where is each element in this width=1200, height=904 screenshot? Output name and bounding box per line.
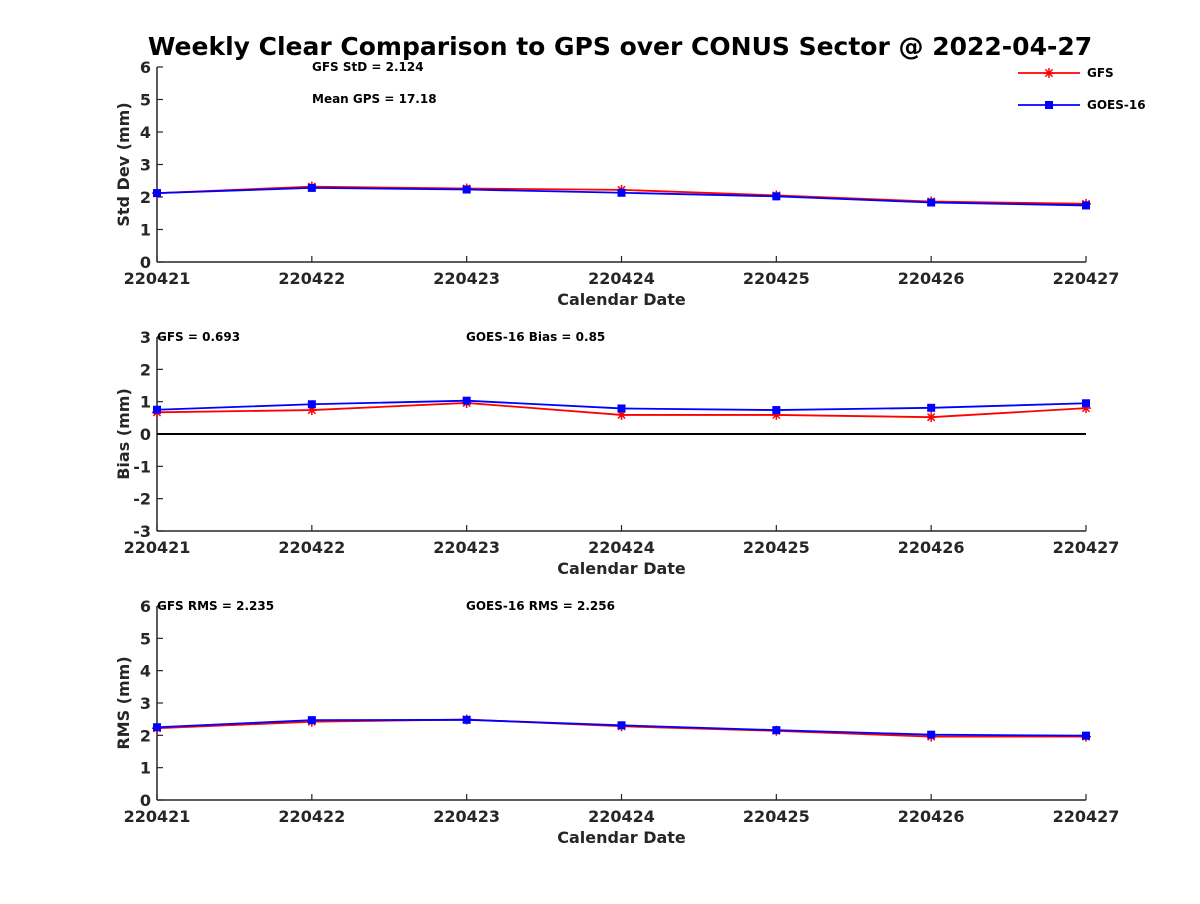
data-point-goes-16 [153,723,161,732]
x-tick-label: 220423 [433,807,500,826]
y-tick-label: 5 [140,91,151,110]
data-point-goes-16 [927,403,936,412]
data-point-goes-16 [772,406,781,415]
data-point-goes-16 [617,404,626,413]
data-point-goes-16 [617,721,626,730]
x-axis-label: Calendar Date [557,559,686,578]
x-tick-label: 220424 [588,269,655,288]
panel-bias: -3 -2 -1 0 1 2 3 220421 220422 220423 220424 220425… [114,328,1119,578]
data-point-goes-16 [307,183,316,192]
x-tick-label: 220426 [898,269,965,288]
y-tick-label: 4 [140,662,151,681]
y-tick-label: 0 [140,425,151,444]
y-axis-label: RMS (mm) [114,656,133,749]
data-point-goes-16 [462,396,471,405]
x-tick-label: 220422 [278,538,345,557]
y-tick-label: 2 [140,188,151,207]
data-point-goes-16 [462,715,471,724]
data-point-gfs [926,412,937,423]
data-point-goes-16 [1082,731,1090,740]
y-tick-label: 2 [140,726,151,745]
y-tick-label: 3 [140,156,151,175]
x-tick-label: 220427 [1053,807,1120,826]
x-tick-label: 220424 [588,807,655,826]
y-tick-label: 3 [140,694,151,713]
x-tick-label: 220421 [124,269,191,288]
y-tick-label: 1 [140,393,151,412]
y-axis-label: Bias (mm) [114,388,133,480]
x-tick-label: 220426 [898,807,965,826]
y-tick-label: 1 [140,759,151,778]
x-tick-label: 220427 [1053,269,1120,288]
x-tick-label: 220425 [743,269,810,288]
x-tick-label: 220422 [278,269,345,288]
stat-annotation: GOES-16 RMS = 2.256 [466,599,615,613]
stat-annotation: GFS = 0.693 [157,330,240,344]
x-tick-label: 220423 [433,538,500,557]
data-point-goes-16 [617,188,626,197]
data-point-goes-16 [153,405,161,414]
x-axis-label: Calendar Date [557,290,686,309]
legend-marker [1045,101,1053,109]
panel-rms: 0 1 2 3 4 5 6 220421 220422 220423 220424 220425 220… [114,597,1119,847]
data-point-gfs [616,409,627,420]
x-tick-label: 220423 [433,269,500,288]
panel-std: 0 1 2 3 4 5 6 220421 220422 220423 220424 220425 220… [114,58,1119,309]
y-tick-label: 6 [140,58,151,77]
stat-annotation: Mean GPS = 17.18 [312,92,437,106]
data-point-goes-16 [307,400,316,409]
x-tick-label: 220421 [124,538,191,557]
y-tick-label: 1 [140,221,151,240]
y-tick-label: 2 [140,360,151,379]
x-tick-label: 220425 [743,538,810,557]
legend: GFS GOES-16 [1018,66,1146,112]
x-tick-label: 220424 [588,538,655,557]
y-tick-label: 0 [140,791,151,810]
data-point-goes-16 [153,189,161,198]
data-point-gfs [1081,403,1091,414]
x-tick-label: 220426 [898,538,965,557]
data-point-gfs [306,405,317,416]
x-tick-label: 220427 [1053,538,1120,557]
y-tick-label: -1 [133,457,151,476]
y-tick-label: 3 [140,328,151,347]
data-point-gfs [771,409,782,420]
legend-marker [1044,68,1054,78]
y-axis-label: Std Dev (mm) [114,102,133,226]
data-point-goes-16 [1082,201,1090,210]
stat-annotation: GOES-16 Bias = 0.85 [466,330,605,344]
x-tick-label: 220425 [743,807,810,826]
x-axis-label: Calendar Date [557,828,686,847]
y-tick-label: 0 [140,253,151,272]
data-point-goes-16 [462,185,471,194]
data-point-goes-16 [927,730,936,739]
data-point-goes-16 [772,192,781,201]
data-point-goes-16 [927,198,936,207]
y-tick-label: 4 [140,123,151,142]
x-tick-label: 220421 [124,807,191,826]
y-tick-label: 5 [140,629,151,648]
chart-title: Weekly Clear Comparison to GPS over CONU… [148,32,1092,61]
legend-label: GOES-16 [1087,98,1146,112]
y-tick-label: -3 [133,522,151,541]
x-tick-label: 220422 [278,807,345,826]
data-point-goes-16 [1082,399,1090,408]
y-tick-label: 6 [140,597,151,616]
data-point-goes-16 [307,716,316,725]
stat-annotation: GFS RMS = 2.235 [157,599,274,613]
legend-label: GFS [1087,66,1114,80]
y-tick-label: -2 [133,490,151,509]
data-point-goes-16 [772,726,781,735]
stat-annotation: GFS StD = 2.124 [312,60,424,74]
